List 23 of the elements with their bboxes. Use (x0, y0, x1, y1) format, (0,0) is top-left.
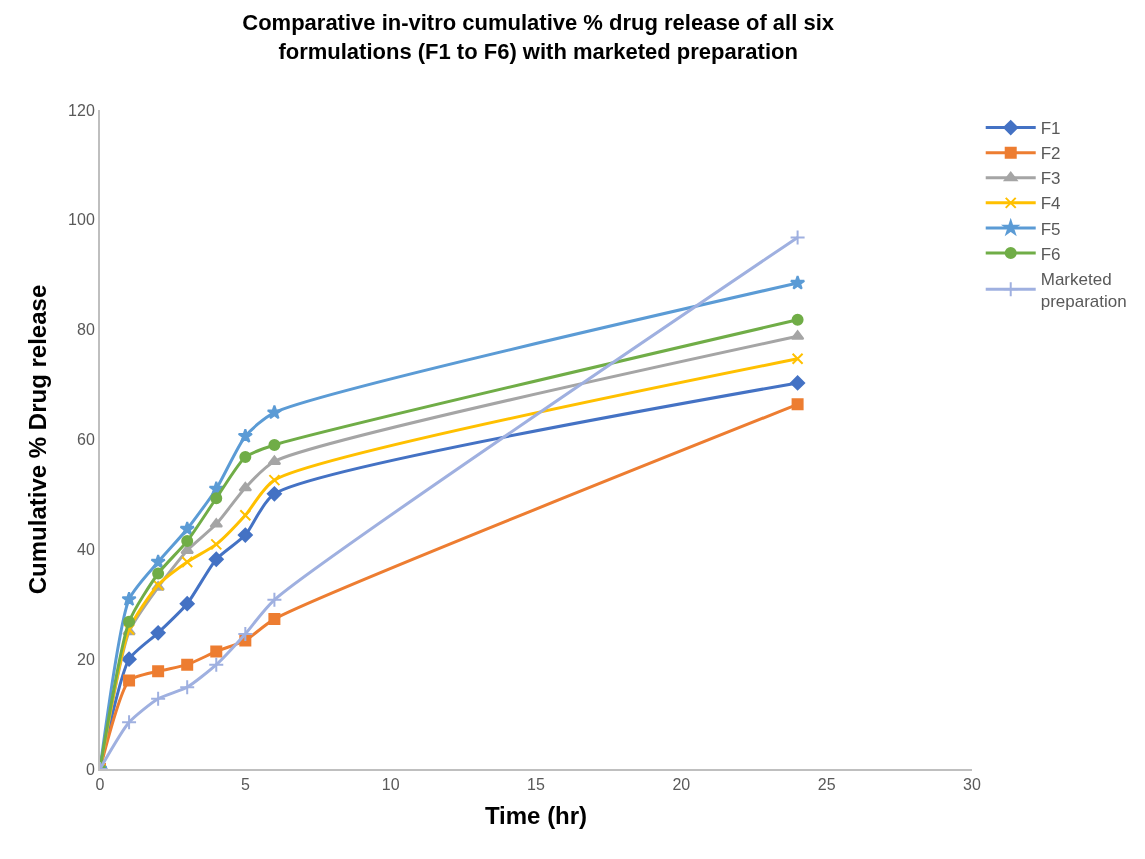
legend-label: F3 (1040, 169, 1061, 189)
y-tick-label: 60 (77, 431, 95, 449)
x-tick-label: 5 (240, 776, 250, 794)
legend-label: F4 (1040, 194, 1061, 214)
y-tick-label: 20 (77, 650, 95, 668)
y-tick-label: 100 (68, 211, 95, 229)
y-tick-label: 0 (85, 760, 95, 778)
legend-label: F2 (1040, 144, 1061, 164)
x-tick-label: 25 (817, 776, 836, 794)
legend-label: F5 (1040, 219, 1061, 239)
y-tick-label: 40 (77, 540, 95, 558)
x-tick-label: 15 (527, 776, 545, 794)
x-tick-label: 20 (672, 776, 691, 794)
legend-label: F1 (1040, 119, 1061, 139)
x-tick-label: 10 (381, 776, 400, 794)
chart-title: Comparative in-vitro cumulative % drug release of all six formulations (F1 to F6) with marketed preparation (242, 10, 835, 64)
y-axis-title: Cumulative % Drug release (23, 284, 51, 595)
x-axis-title: Time (hr) (484, 802, 588, 829)
y-tick-label: 120 (68, 101, 95, 119)
y-tick-label: 80 (77, 321, 95, 339)
legend-label: F6 (1040, 244, 1061, 264)
legend-label: Marketed preparation (1040, 269, 1127, 311)
x-tick-label: 30 (963, 776, 981, 794)
